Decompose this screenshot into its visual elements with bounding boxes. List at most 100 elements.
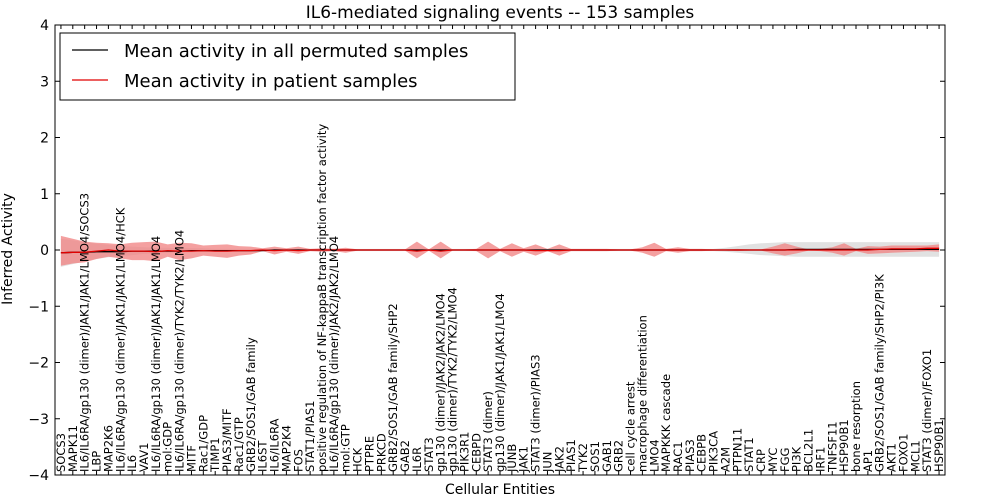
x-tick-label: gp130 (dimer)/TYK2/TYK2/LMO4 [446,287,460,472]
x-tick-label: VAV1 [137,443,151,472]
patient-band [60,235,940,266]
x-tick-label: HCK [351,447,365,472]
y-tick-label: −2 [28,356,49,372]
x-tick-label: STAT1/PIAS1 [303,401,317,472]
x-tick-label: MYC [766,448,780,472]
x-tick-label: PIK3R1 [457,432,471,473]
y-tick-label: −3 [28,412,49,428]
x-tick-label: IL6/IL6RA/gp130 (dimer)/TYK2/TYK2/LMO4 [173,230,187,472]
x-tick-label: STAT3 [422,437,436,472]
x-tick-label: MAPK11 [66,425,80,472]
patient-mean-line [60,247,940,254]
x-tick-label: GRB2/SOS1/GAB family/SHP2 [386,303,400,472]
x-tick-label: LMO4 [647,439,661,472]
x-tick-label: PIAS3 [683,439,697,472]
x-tick-label: MAP2K6 [101,425,115,472]
x-tick-label: MITF [185,445,199,472]
x-tick-label: gp130 (dimer)/JAK1/JAK1/LMO4 [493,293,507,472]
x-axis-label: Cellular Entities [445,482,555,498]
x-tick-label: BCL2L1 [802,429,816,472]
y-tick-label: 1 [40,187,49,203]
x-tick-label: JUNB [505,444,519,473]
permuted-band [60,238,940,267]
x-tick-label: PTPN11 [730,428,744,472]
x-tick-label: mol:GTP [339,424,353,472]
x-tick-label: IL6 [125,455,139,472]
x-tick-label: STAT3 (dimer) [481,391,495,472]
x-tick-label: TIMP1 [208,437,222,473]
confidence-bands [60,235,940,267]
legend-label-patient: Mean activity in patient samples [124,71,418,92]
x-tick-label: STAT3 (dimer)/FOXO1 [920,349,934,472]
x-tick-label: GRB2/SOS1/GAB family/SHP2/PI3K [873,274,887,472]
y-tick-label: −4 [28,468,49,484]
x-tick-label: TNFSF11 [825,421,839,473]
legend: Mean activity in all permuted samples Me… [59,32,516,101]
x-tick-label: MCL1 [908,440,922,472]
x-tick-label: IL6R [410,447,424,472]
y-tick-label: 4 [40,18,49,34]
x-tick-label: CEBPD [469,433,483,472]
x-tick-label: FOXO1 [897,434,911,472]
y-tick-label: −1 [28,299,49,315]
x-tick-label: RAC1 [671,441,685,472]
x-tick-label: JUN [541,452,555,473]
x-tick-label: FGG [778,448,792,472]
x-tick-label: CRP [754,449,768,472]
x-tick-label: HSP90B1 [837,419,851,472]
x-tick-label: A2M [719,447,733,472]
x-tick-label: TYK2 [576,443,590,473]
x-tick-label: SOS1 [588,441,602,472]
x-tick-label: Rac1/GDP [196,415,210,472]
x-tick-label: MAPKKK cascade [659,374,673,472]
x-tick-label: cell cycle arrest [624,381,638,472]
y-tick-label: 3 [40,74,49,90]
x-tick-label: macrophage differentiation [635,315,649,472]
chart-title: IL6-mediated signaling events -- 153 sam… [306,3,695,23]
series-lines [60,247,940,254]
x-tick-label: gp130 (dimer)/JAK2/JAK2/LMO4 [434,293,448,472]
x-tick-label: PIK3CA [707,431,721,472]
legend-box [59,32,516,101]
x-tick-label: STAT3 (dimer)/PIAS3 [529,354,543,472]
x-tick-label: AKT1 [885,443,899,472]
x-tick-label: Rac1/GTP [232,417,246,472]
x-tick-label: GRB2 [612,440,626,472]
x-tick-label: HSP90B1 [932,419,946,472]
x-tick-label: JAK1 [517,446,531,473]
x-tick-label: SOCS3 [54,433,68,472]
y-axis: 4 3 2 1 0 −1 −2 −3 −4 [28,18,945,484]
y-tick-label: 0 [40,243,49,259]
x-tick-label: STAT1 [742,437,756,472]
y-axis-label: Inferred Activity [0,193,16,305]
x-tick-label: GRB2/SOS1/GAB family [244,337,258,472]
x-tick-label: IL6/IL6RA/gp130 (dimer)/JAK2/JAK2/LMO4 [327,236,341,472]
x-tick-label: PI3K [790,446,804,472]
x-tick-label: CEBPB [695,434,709,472]
x-tick-label: JAK2 [552,446,566,473]
x-tick-label: MAP2K4 [279,425,293,472]
legend-label-permuted: Mean activity in all permuted samples [124,41,468,62]
x-tick-label: PRKCD [374,433,388,472]
x-tick-label: IL6/IL6RA/gp130 (dimer)/JAK1/JAK1/LMO4/S… [78,193,92,472]
x-tick-label: PIAS1 [564,439,578,472]
x-tick-label: positive regulation of NF-kappaB transcr… [315,124,329,472]
x-tick-label: mol:GDP [161,422,175,472]
x-tick-label: PTPRE [363,436,377,472]
x-tick-label: bone resorption [849,381,863,472]
x-tick-label: GAB1 [600,440,614,472]
x-tick-label: IRF1 [813,447,827,472]
x-tick-label: LBP [90,451,104,472]
x-tick-label: IL6ST [256,440,270,472]
x-tick-label: IL6/IL6RA/gp130 (dimer)/JAK1/JAK1/LMO4 [149,236,163,472]
x-tick-label: IL6/IL6RA/gp130 (dimer)/JAK1/JAK1/LMO4/H… [113,207,127,472]
x-tick-label: IL6/IL6RA [268,418,282,472]
x-tick-label: AP1 [861,450,875,472]
x-tick-label: FOS [291,449,305,472]
x-tick-label: GAB2 [398,440,412,472]
x-tick-label: PIAS3/MITF [220,408,234,472]
y-tick-label: 2 [40,131,49,147]
